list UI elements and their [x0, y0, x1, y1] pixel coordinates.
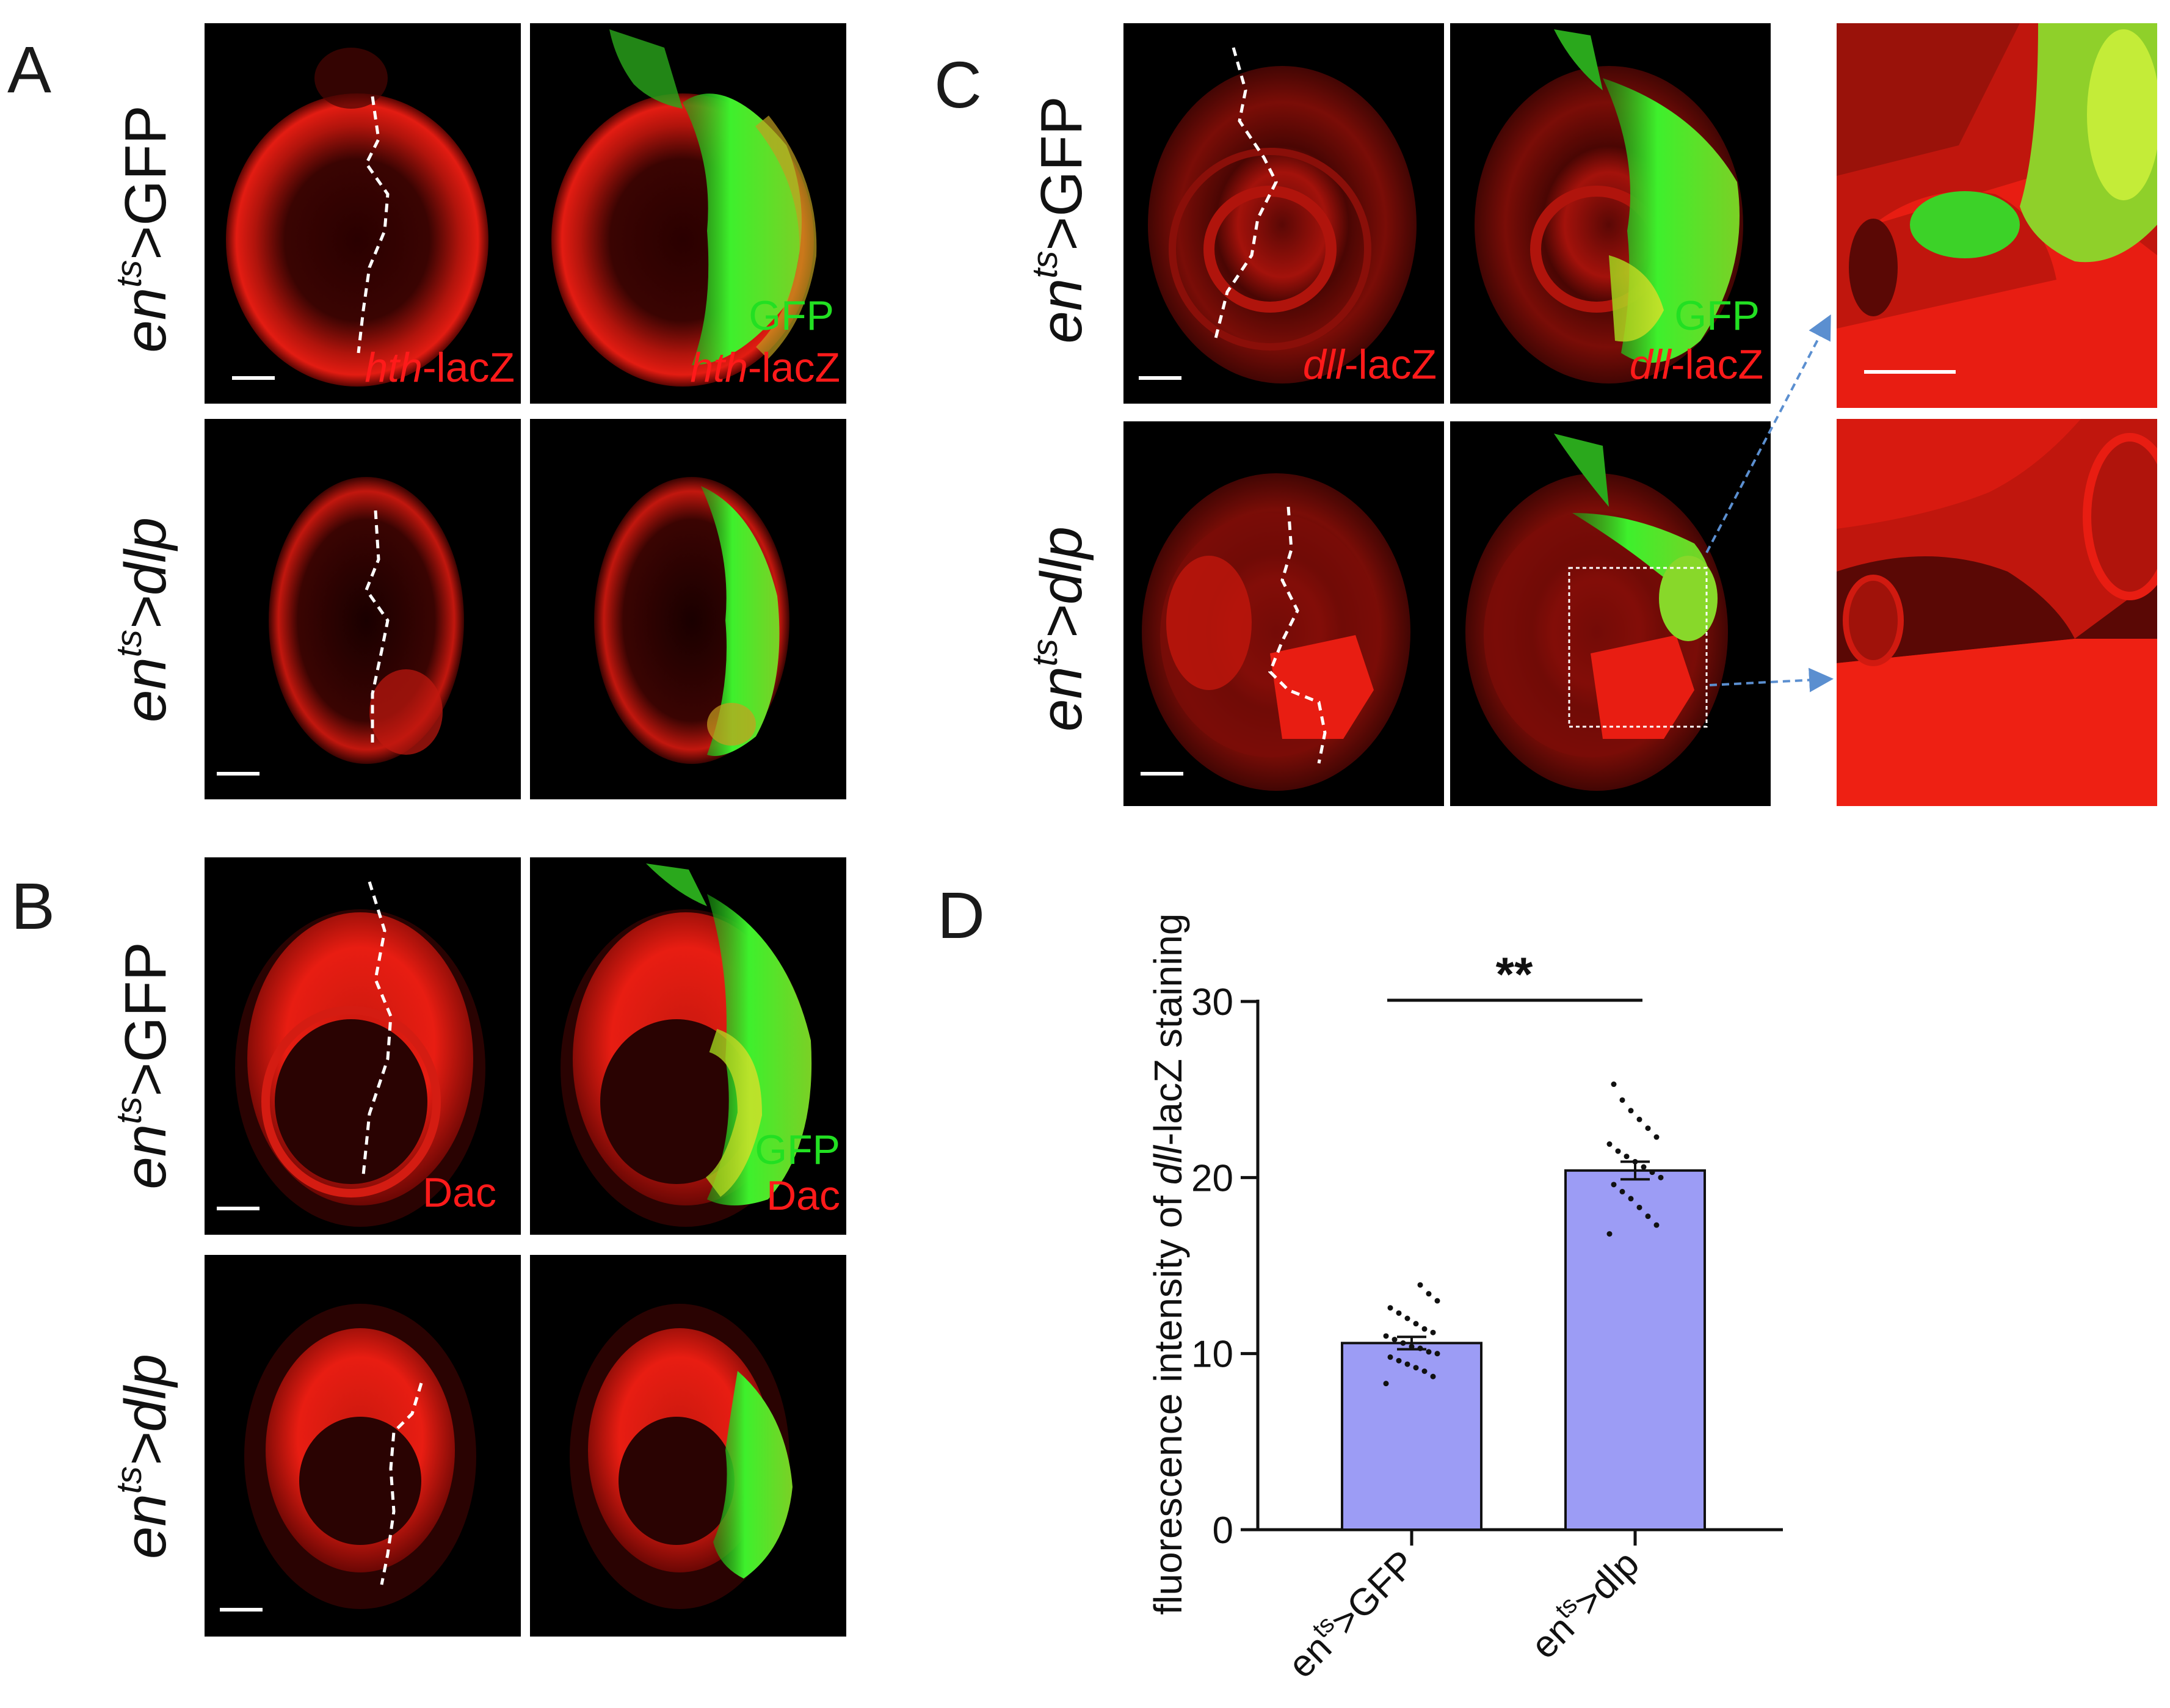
data-point	[1636, 1116, 1642, 1122]
genotype-label-c-top: ents>GFP	[1025, 96, 1094, 344]
data-point	[1400, 1340, 1406, 1346]
data-point	[1606, 1231, 1613, 1237]
micrograph-c-zoom-red	[1837, 419, 2157, 806]
label-red-channel: hth-lacZ	[690, 344, 840, 391]
scale-bar	[217, 772, 259, 776]
label-green-channel: GFP	[749, 293, 834, 339]
micrograph-a-hth-dlp-merge	[530, 419, 846, 799]
genotype-label-a-top: ents>GFP	[109, 105, 178, 353]
data-point	[1426, 1349, 1432, 1355]
data-point	[1396, 1310, 1402, 1316]
micrograph-a-hth-dlp-red	[205, 419, 521, 799]
micrograph-c-zoom-merge	[1837, 23, 2157, 408]
micrograph-b-dac-dlp-merge	[530, 1255, 846, 1637]
y-axis-label: fluorescence intensity of dll-lacZ stain…	[1146, 914, 1190, 1615]
data-point	[1404, 1361, 1410, 1367]
scale-bar	[1864, 370, 1956, 374]
data-point	[1404, 1315, 1410, 1321]
data-point	[1628, 1108, 1634, 1114]
micrograph-a-hth-gfp-merge: GFP hth-lacZ	[530, 23, 846, 404]
panel-letter-b: B	[11, 869, 56, 943]
data-point	[1653, 1134, 1660, 1140]
data-point	[1421, 1368, 1428, 1374]
x-category-label: ents>GFP	[1277, 1540, 1424, 1687]
data-point	[1387, 1354, 1393, 1360]
bar	[1564, 1169, 1706, 1532]
label-red-channel: hth-lacZ	[365, 344, 515, 391]
y-tick-label: 0	[1213, 1510, 1233, 1552]
data-point	[1430, 1373, 1436, 1379]
data-point	[1421, 1326, 1428, 1332]
bar	[1341, 1342, 1482, 1532]
genotype-label-b-top: ents>GFP	[109, 942, 178, 1190]
x-category-label: ents>dlp	[1520, 1540, 1647, 1667]
data-point	[1658, 1174, 1664, 1180]
data-point	[1606, 1141, 1613, 1147]
data-point	[1383, 1381, 1389, 1387]
data-point	[1417, 1282, 1423, 1288]
label-red-channel: Dac	[423, 1169, 496, 1216]
micrograph-c-dll-dlp-red	[1123, 421, 1444, 806]
label-red-channel: dll-lacZ	[1302, 341, 1437, 388]
genotype-label-b-bottom: ents>dlp	[109, 1353, 178, 1560]
micrograph-c-dll-dlp-merge	[1450, 421, 1771, 806]
data-point	[1434, 1351, 1440, 1357]
data-point	[1645, 1213, 1651, 1219]
genotype-label-a-bottom: ents>dlp	[109, 517, 178, 723]
data-point	[1413, 1365, 1419, 1371]
data-point	[1649, 1169, 1655, 1176]
micrograph-b-dac-gfp-merge: GFP Dac	[530, 857, 846, 1235]
data-point	[1624, 1154, 1630, 1160]
genotype-label-c-bottom: ents>dlp	[1025, 526, 1094, 732]
data-point	[1396, 1357, 1402, 1364]
label-green-channel: GFP	[1674, 293, 1760, 339]
data-point	[1392, 1337, 1398, 1343]
data-point	[1611, 1081, 1617, 1088]
scale-bar	[1139, 376, 1181, 380]
data-point	[1619, 1097, 1625, 1103]
micrograph-a-hth-gfp-red: hth-lacZ	[205, 23, 521, 404]
data-point	[1615, 1148, 1621, 1154]
panel-letter-d: D	[937, 878, 985, 952]
y-tick-label: 10	[1191, 1334, 1233, 1376]
panel-letter-c: C	[934, 48, 982, 122]
label-red-channel: dll-lacZ	[1629, 341, 1763, 388]
data-point	[1641, 1164, 1647, 1170]
micrograph-c-dll-gfp-merge: GFP dll-lacZ	[1450, 23, 1771, 404]
y-tick-label: 20	[1191, 1157, 1233, 1199]
scale-bar	[232, 376, 275, 380]
y-tick-label: 30	[1191, 981, 1233, 1023]
data-point	[1619, 1188, 1625, 1194]
micrograph-c-dll-gfp-red: dll-lacZ	[1123, 23, 1444, 404]
label-green-channel: GFP	[755, 1127, 840, 1173]
bar-chart-dll-lacz: 0 10 20 30 fluorescence intensity of dll-la…	[1146, 914, 1783, 1687]
data-point	[1434, 1298, 1440, 1304]
data-point	[1430, 1329, 1436, 1336]
scale-bar	[1141, 772, 1183, 776]
data-point	[1426, 1291, 1432, 1297]
data-point	[1413, 1321, 1419, 1327]
significance-marker: **	[1496, 947, 1533, 1001]
scale-bar	[220, 1608, 263, 1612]
data-point	[1653, 1222, 1660, 1228]
panel-letter-a: A	[7, 32, 52, 106]
micrograph-b-dac-gfp-red: Dac	[205, 857, 521, 1235]
data-point	[1628, 1196, 1634, 1202]
data-point	[1611, 1182, 1617, 1188]
label-red-channel: Dac	[766, 1172, 840, 1219]
data-point	[1387, 1305, 1393, 1311]
scale-bar	[217, 1207, 259, 1210]
data-point	[1645, 1125, 1651, 1132]
data-point	[1383, 1333, 1389, 1339]
micrograph-b-dac-dlp-red	[205, 1255, 521, 1637]
data-point	[1636, 1204, 1642, 1210]
